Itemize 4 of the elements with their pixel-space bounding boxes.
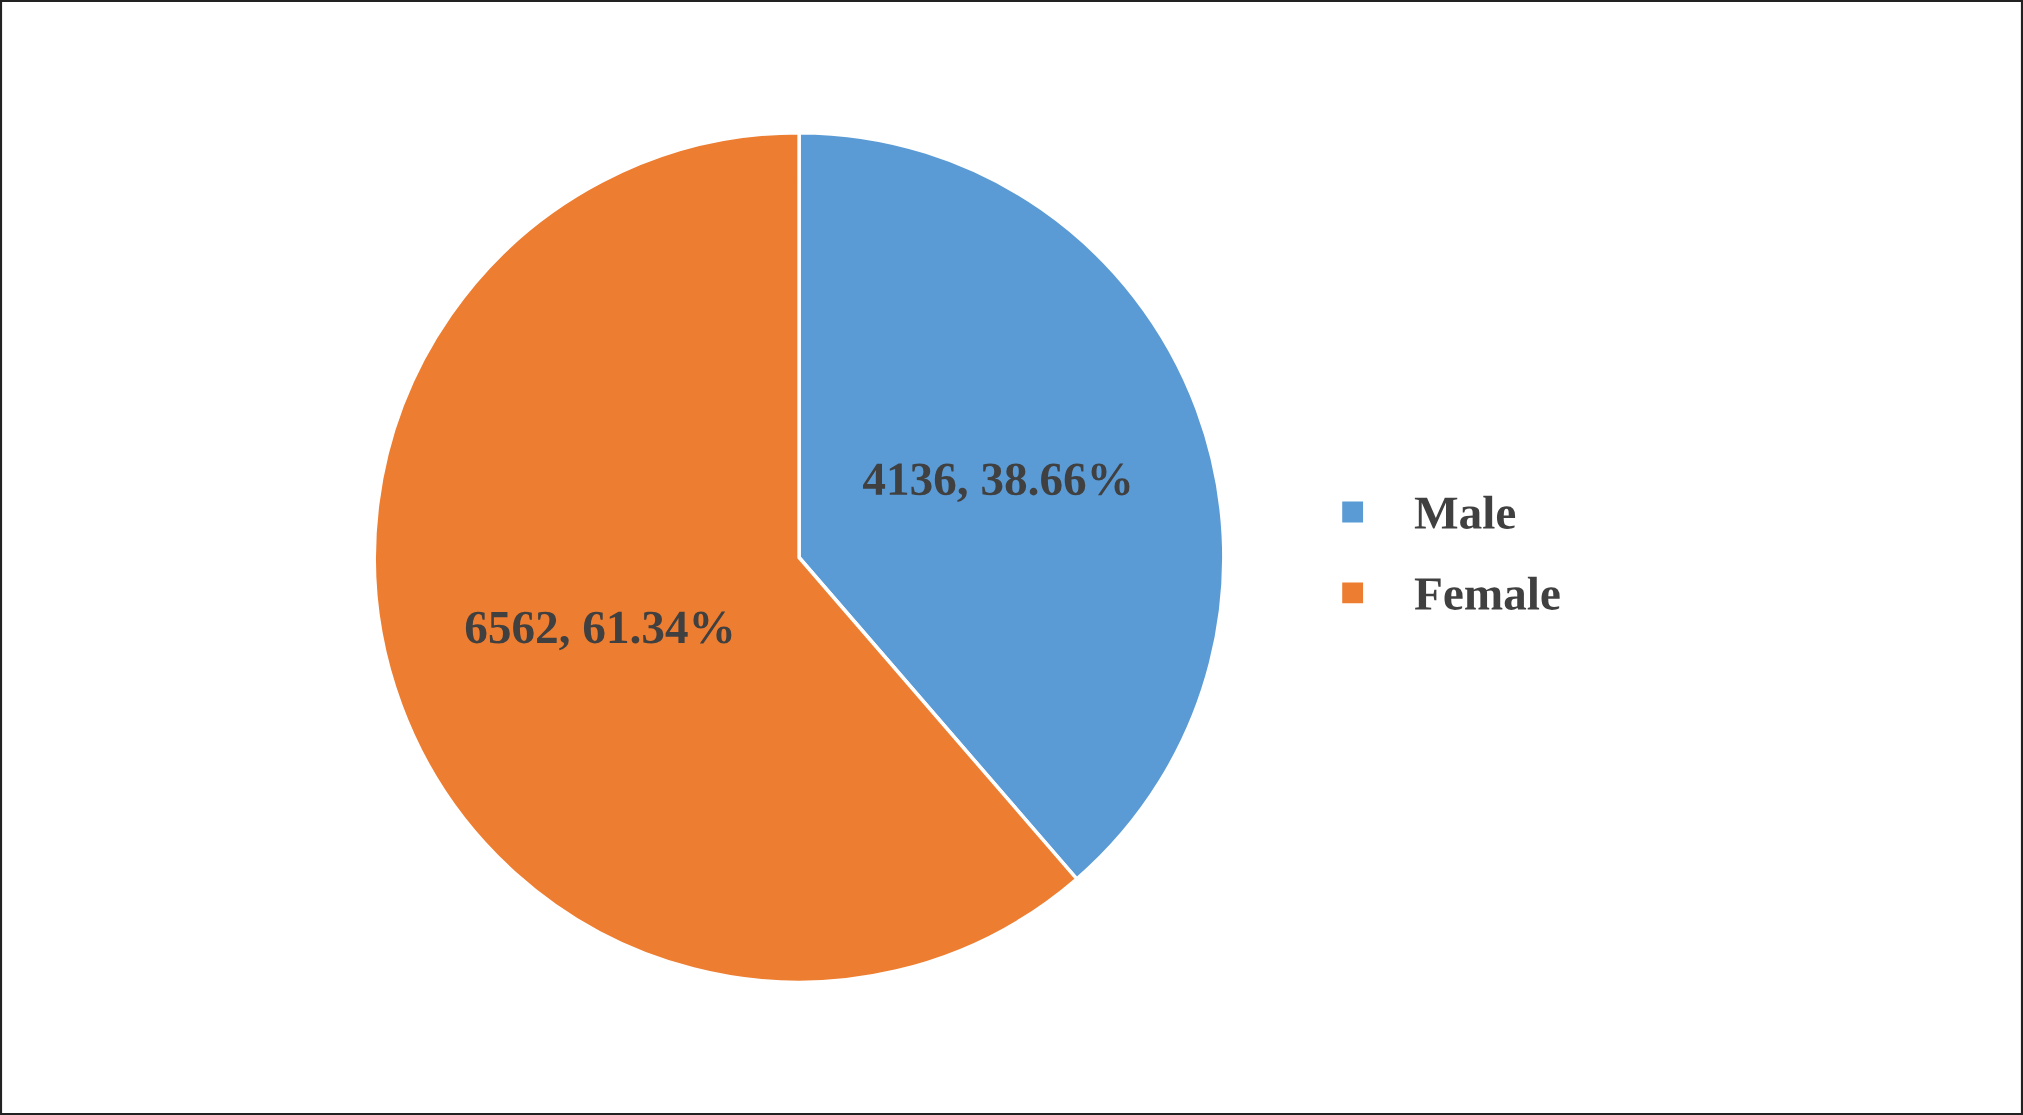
legend-label: Male — [1414, 495, 1516, 530]
legend-label: Female — [1414, 576, 1560, 610]
data-label: 6562, 61.34% — [465, 611, 732, 651]
data-label: 4136, 38.66% — [863, 463, 1130, 503]
